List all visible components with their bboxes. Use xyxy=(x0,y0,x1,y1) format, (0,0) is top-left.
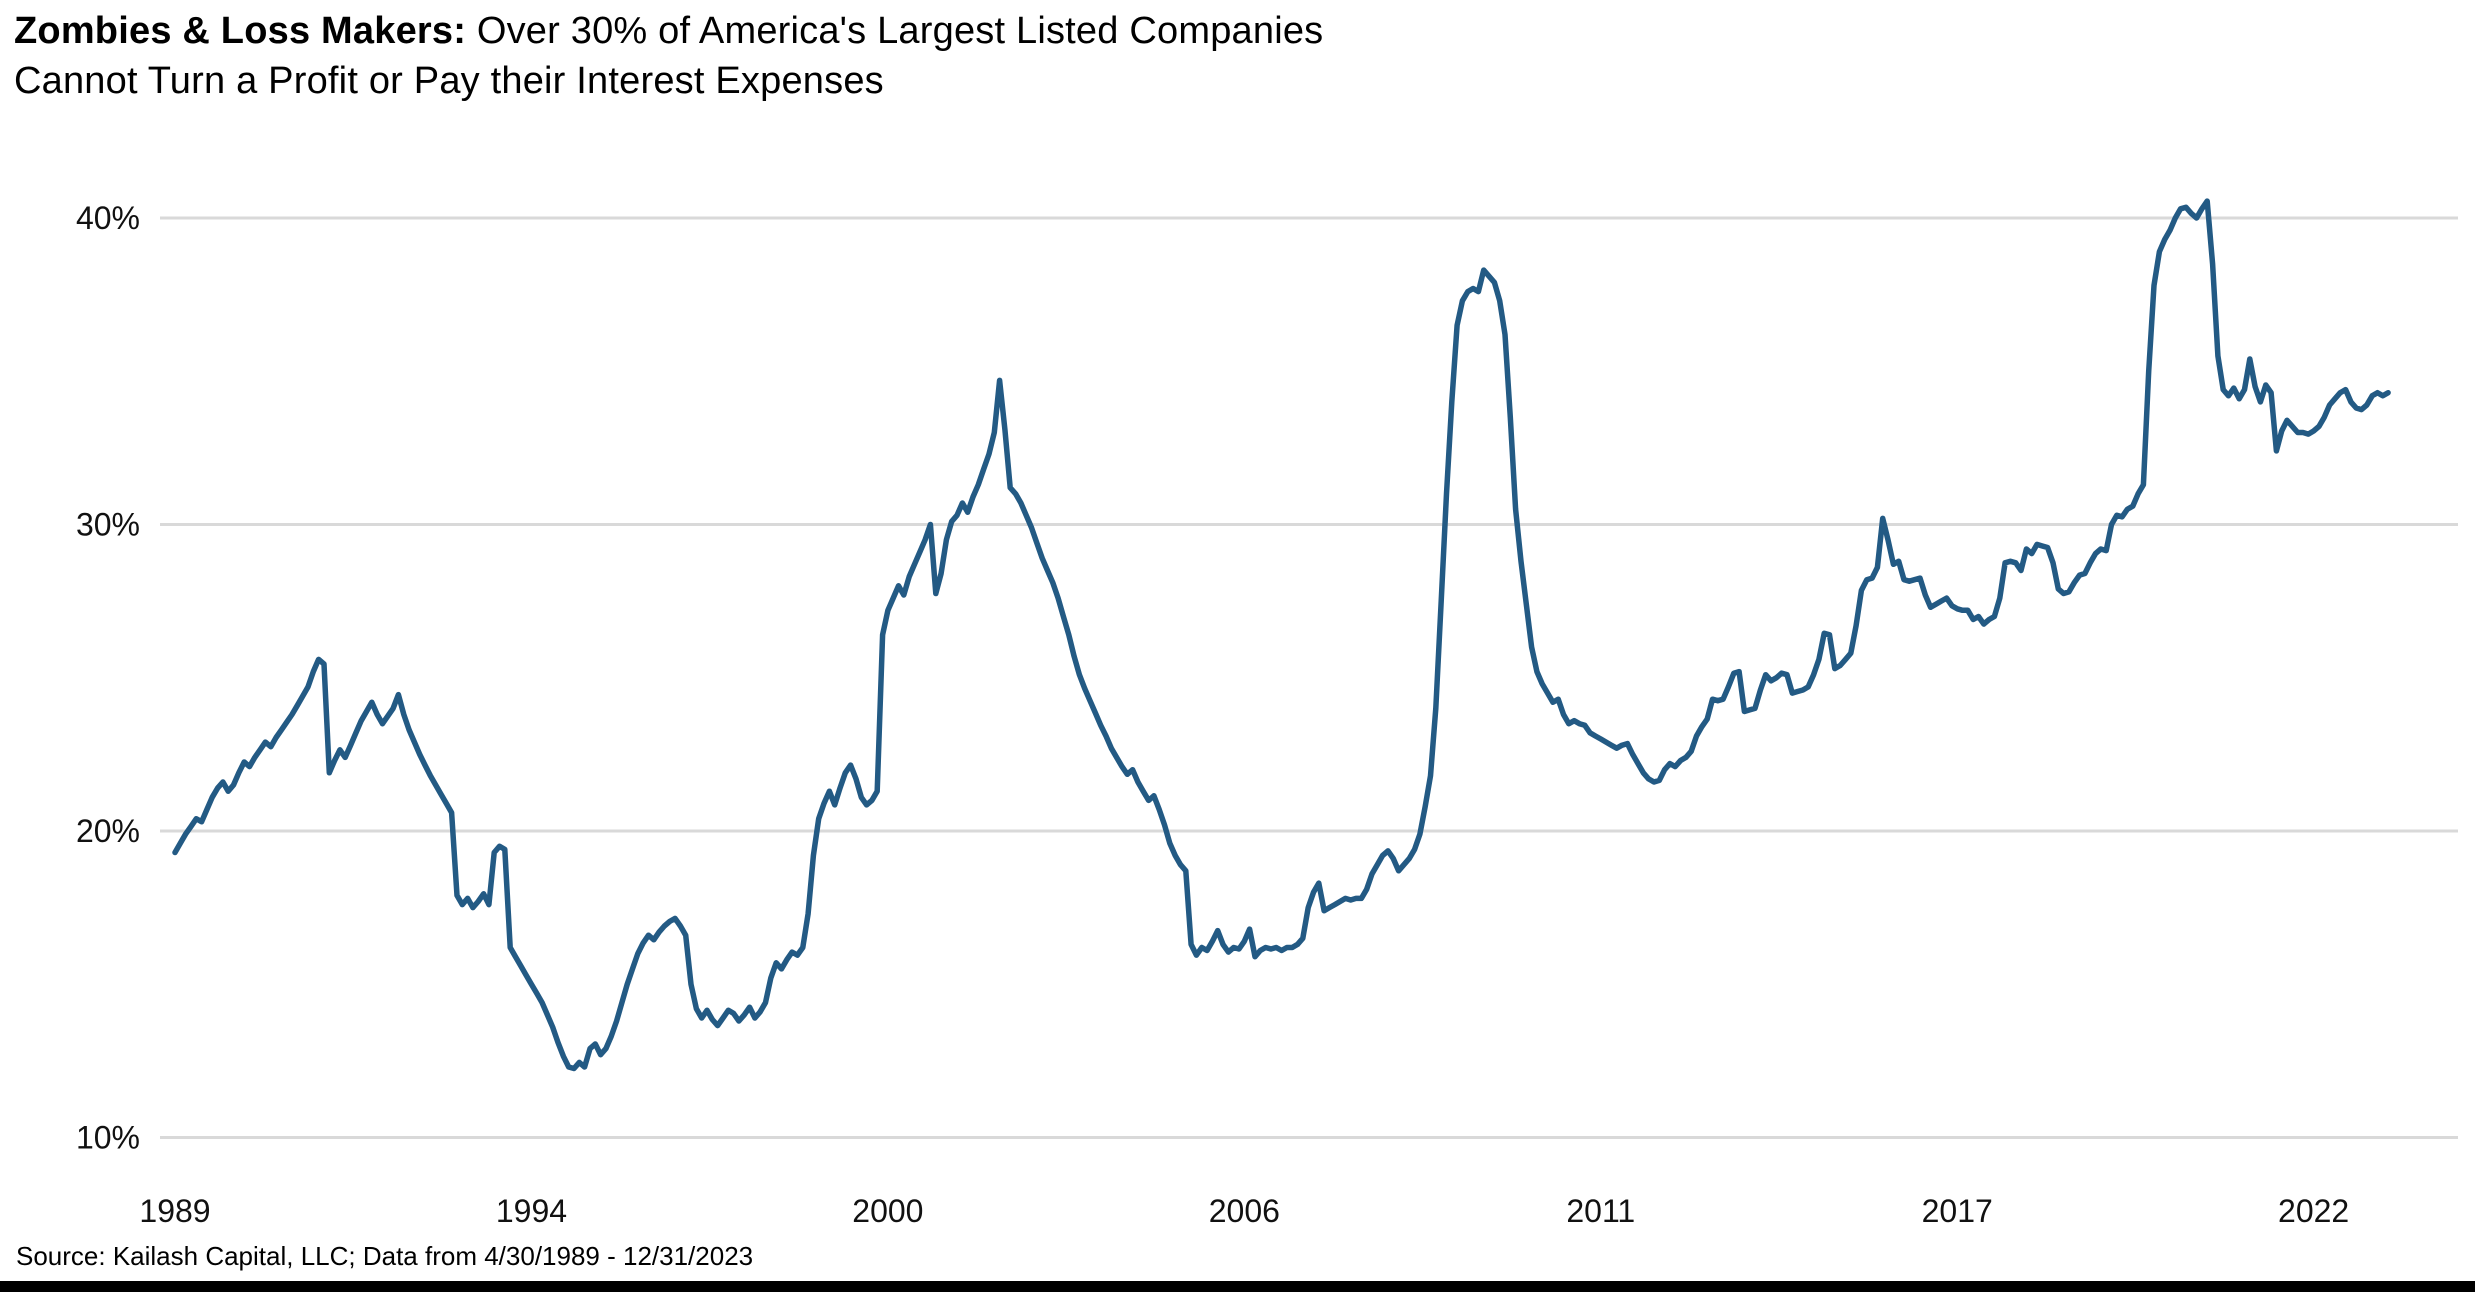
chart-title-line1-rest: Over 30% of America's Largest Listed Com… xyxy=(466,10,1324,52)
x-tick-label-2011: 2011 xyxy=(1566,1193,1635,1229)
source-note: Source: Kailash Capital, LLC; Data from … xyxy=(16,1241,754,1271)
horizontal-gridlines xyxy=(160,216,2458,1139)
y-axis-tick-labels: 40% 30% 20% 10% xyxy=(76,200,140,1156)
x-tick-label-2006: 2006 xyxy=(1209,1193,1280,1229)
x-tick-label-2017: 2017 xyxy=(1922,1193,1993,1229)
series-line xyxy=(172,198,2391,1072)
chart-title-bold-lead: Zombies & Loss Makers: xyxy=(14,10,467,52)
x-tick-label-1989: 1989 xyxy=(139,1193,210,1229)
x-tick-label-2000: 2000 xyxy=(852,1193,923,1229)
y-tick-label-40%: 40% xyxy=(76,200,140,236)
x-tick-label-2022: 2022 xyxy=(2278,1193,2349,1229)
x-tick-label-1994: 1994 xyxy=(496,1193,567,1229)
bottom-divider-bar xyxy=(0,1281,2475,1292)
y-tick-label-30%: 30% xyxy=(76,507,140,543)
chart-title: Zombies & Loss Makers: Over 30% of Ameri… xyxy=(14,6,1323,106)
x-axis-tick-labels: 1989 1994 2000 2006 2011 2017 2022 xyxy=(139,1193,2349,1229)
y-tick-label-10%: 10% xyxy=(76,1120,140,1156)
chart-title-line2: Cannot Turn a Profit or Pay their Intere… xyxy=(14,60,884,102)
y-tick-label-20%: 20% xyxy=(76,813,140,849)
chart-title-line1: Zombies & Loss Makers: Over 30% of Ameri… xyxy=(14,6,1323,56)
